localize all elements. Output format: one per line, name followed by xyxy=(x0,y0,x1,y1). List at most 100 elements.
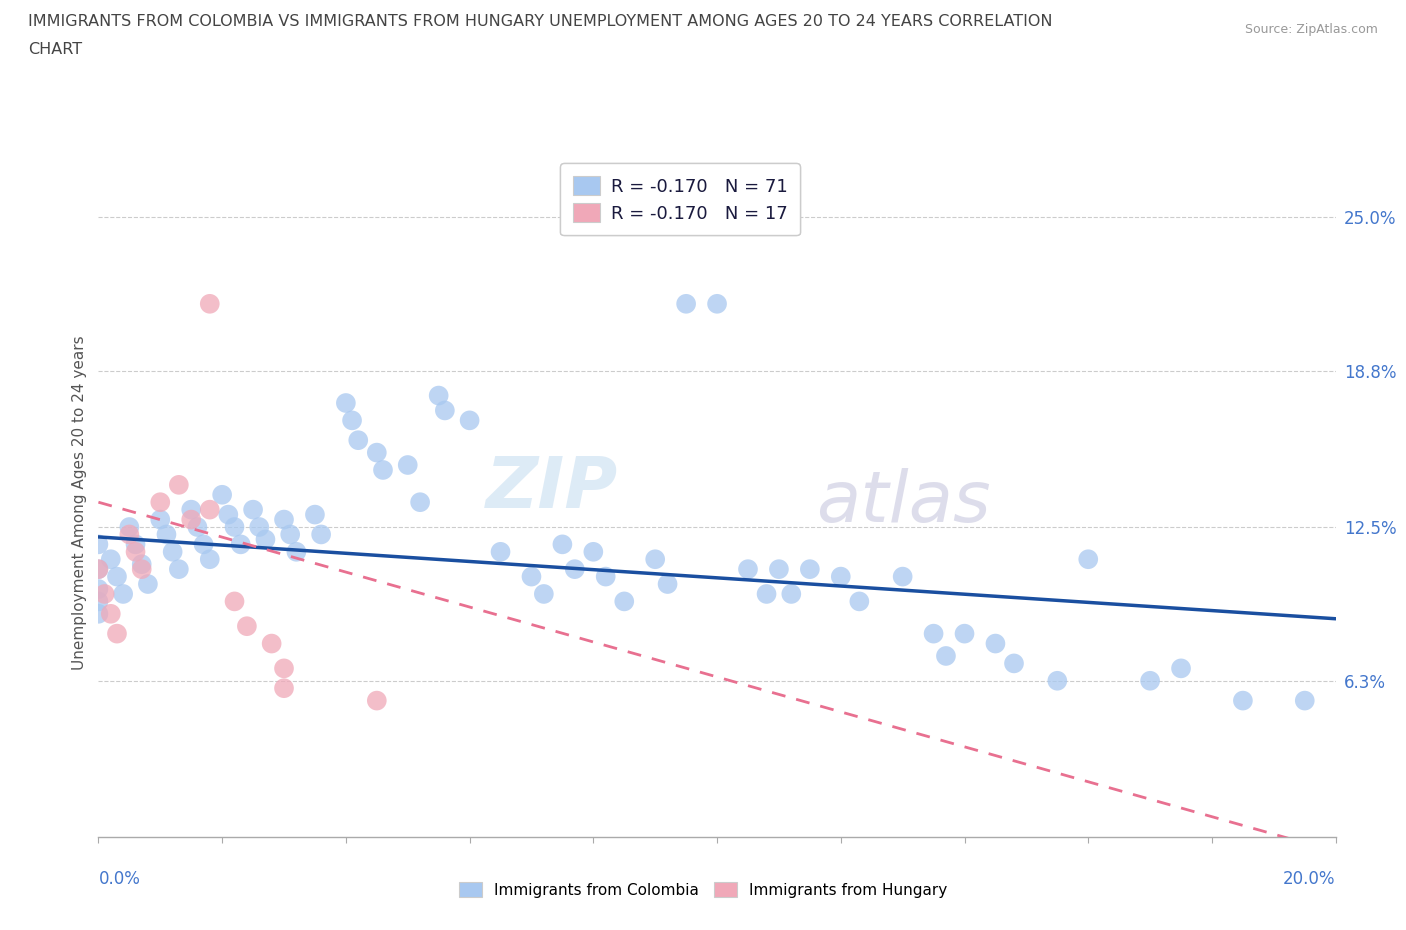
Point xyxy=(984,636,1007,651)
Point xyxy=(112,587,135,602)
Point xyxy=(87,606,110,621)
Point xyxy=(198,551,221,566)
Point xyxy=(1232,693,1254,708)
Point xyxy=(613,594,636,609)
Point xyxy=(768,562,790,577)
Point xyxy=(180,512,202,527)
Point xyxy=(100,606,122,621)
Point xyxy=(105,569,128,584)
Text: 0.0%: 0.0% xyxy=(98,870,141,887)
Point xyxy=(87,537,110,551)
Point xyxy=(737,562,759,577)
Point xyxy=(489,544,512,559)
Point xyxy=(260,636,283,651)
Point xyxy=(155,527,177,542)
Point xyxy=(891,569,914,584)
Point xyxy=(236,618,259,633)
Point xyxy=(131,557,153,572)
Point xyxy=(533,587,555,602)
Point xyxy=(644,551,666,566)
Point xyxy=(278,527,301,542)
Point xyxy=(458,413,481,428)
Point xyxy=(551,537,574,551)
Point xyxy=(830,569,852,584)
Point xyxy=(595,569,617,584)
Point xyxy=(100,551,122,566)
Point xyxy=(211,487,233,502)
Point xyxy=(433,403,456,418)
Point xyxy=(224,520,246,535)
Point xyxy=(162,544,184,559)
Point xyxy=(87,581,110,596)
Point xyxy=(1294,693,1316,708)
Point xyxy=(167,562,190,577)
Point xyxy=(755,587,778,602)
Point xyxy=(118,527,141,542)
Point xyxy=(366,445,388,460)
Point xyxy=(149,495,172,510)
Point xyxy=(180,502,202,517)
Point xyxy=(87,594,110,609)
Point xyxy=(149,512,172,527)
Text: atlas: atlas xyxy=(815,468,991,537)
Legend: R = -0.170   N = 71, R = -0.170   N = 17: R = -0.170 N = 71, R = -0.170 N = 17 xyxy=(560,163,800,235)
Point xyxy=(224,594,246,609)
Point xyxy=(564,562,586,577)
Point xyxy=(93,587,115,602)
Point xyxy=(273,661,295,676)
Text: CHART: CHART xyxy=(28,42,82,57)
Point xyxy=(1002,656,1025,671)
Point xyxy=(273,512,295,527)
Point xyxy=(848,594,870,609)
Point xyxy=(427,388,450,403)
Point xyxy=(1170,661,1192,676)
Point xyxy=(675,297,697,312)
Point xyxy=(247,520,270,535)
Point xyxy=(396,458,419,472)
Point xyxy=(309,527,332,542)
Point xyxy=(124,544,146,559)
Point xyxy=(193,537,215,551)
Point xyxy=(657,577,679,591)
Point xyxy=(335,395,357,410)
Y-axis label: Unemployment Among Ages 20 to 24 years: Unemployment Among Ages 20 to 24 years xyxy=(72,335,87,670)
Point xyxy=(285,544,308,559)
Point xyxy=(217,507,239,522)
Point xyxy=(229,537,252,551)
Point xyxy=(935,648,957,663)
Point xyxy=(1046,673,1069,688)
Point xyxy=(198,502,221,517)
Point xyxy=(105,626,128,641)
Text: IMMIGRANTS FROM COLOMBIA VS IMMIGRANTS FROM HUNGARY UNEMPLOYMENT AMONG AGES 20 T: IMMIGRANTS FROM COLOMBIA VS IMMIGRANTS F… xyxy=(28,14,1053,29)
Point xyxy=(186,520,208,535)
Point xyxy=(131,562,153,577)
Text: 20.0%: 20.0% xyxy=(1284,870,1336,887)
Point xyxy=(254,532,277,547)
Point xyxy=(371,462,394,477)
Point xyxy=(953,626,976,641)
Point xyxy=(706,297,728,312)
Point xyxy=(136,577,159,591)
Point xyxy=(922,626,945,641)
Point xyxy=(780,587,803,602)
Point xyxy=(242,502,264,517)
Text: ZIP: ZIP xyxy=(486,455,619,524)
Point xyxy=(124,537,146,551)
Text: Source: ZipAtlas.com: Source: ZipAtlas.com xyxy=(1244,23,1378,36)
Point xyxy=(1077,551,1099,566)
Point xyxy=(1139,673,1161,688)
Point xyxy=(118,520,141,535)
Point xyxy=(273,681,295,696)
Point xyxy=(520,569,543,584)
Point xyxy=(167,477,190,492)
Legend: Immigrants from Colombia, Immigrants from Hungary: Immigrants from Colombia, Immigrants fro… xyxy=(453,875,953,904)
Point xyxy=(340,413,363,428)
Point xyxy=(198,297,221,312)
Point xyxy=(409,495,432,510)
Point xyxy=(87,562,110,577)
Point xyxy=(582,544,605,559)
Point xyxy=(304,507,326,522)
Point xyxy=(347,432,370,447)
Point xyxy=(799,562,821,577)
Point xyxy=(366,693,388,708)
